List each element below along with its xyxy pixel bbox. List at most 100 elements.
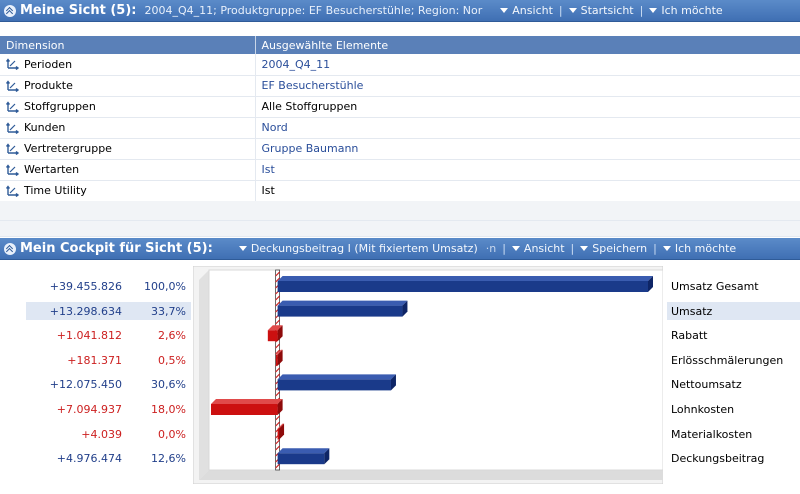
dimension-icon xyxy=(6,58,20,71)
header-selected-elements[interactable]: Ausgewählte Elemente xyxy=(255,36,800,54)
selected-element-cell[interactable]: Nord xyxy=(255,117,800,139)
selected-element-value[interactable]: 2004_Q4_11 xyxy=(261,57,331,71)
menu-ansicht[interactable]: Ansicht xyxy=(508,242,569,255)
bar-1 xyxy=(277,276,653,292)
kpi-absolute-value: +4.039 xyxy=(81,428,122,441)
kpi-percent-value: 0,0% xyxy=(158,428,186,441)
waterfall-bar-chart xyxy=(193,266,663,484)
bar-5 xyxy=(277,374,396,391)
table-row[interactable]: Produkte EF Besucherstühle xyxy=(0,75,800,97)
selected-element-cell[interactable]: EF Besucherstühle xyxy=(255,75,800,97)
dimension-label: Wertarten xyxy=(24,163,80,176)
selected-element-value[interactable]: Nord xyxy=(261,121,288,134)
dimension-icon xyxy=(6,121,20,134)
table-row[interactable]: Wertarten Ist xyxy=(0,159,800,181)
kpi-absolute-value: +7.094.937 xyxy=(56,403,122,416)
bar-8 xyxy=(277,448,330,465)
dimension-label: Stoffgruppen xyxy=(24,100,96,113)
dimension-cell[interactable]: Stoffgruppen xyxy=(0,96,256,118)
bar-4 xyxy=(275,349,283,366)
collapse-icon[interactable] xyxy=(4,242,16,255)
category-label[interactable]: Deckungsbeitrag xyxy=(671,452,765,465)
category-label[interactable]: Lohnkosten xyxy=(671,403,735,416)
table-row[interactable]: Kunden Nord xyxy=(0,117,800,139)
dimension-cell[interactable]: Perioden xyxy=(0,54,256,76)
category-label[interactable]: Umsatz xyxy=(671,305,713,318)
kpi-absolute-value: +13.298.634 xyxy=(49,305,122,318)
dimension-icon xyxy=(6,79,20,92)
cockpit-title: Mein Cockpit für Sicht (5): xyxy=(20,241,213,256)
dropdown-arrow-icon xyxy=(568,8,577,13)
bar-7 xyxy=(277,423,285,440)
dropdown-arrow-icon xyxy=(511,246,520,251)
category-label[interactable]: Nettoumsatz xyxy=(671,378,742,391)
menu-speichern[interactable]: Speichern xyxy=(576,242,651,255)
empty-table-space xyxy=(0,221,800,237)
kpi-percent-value: 18,0% xyxy=(151,403,186,416)
dimension-cell[interactable]: Produkte xyxy=(0,75,256,97)
dropdown-arrow-icon xyxy=(662,246,671,251)
kpi-absolute-value: +39.455.826 xyxy=(49,280,122,293)
kpi-absolute-value: +1.041.812 xyxy=(56,329,122,342)
category-label[interactable]: Rabatt xyxy=(671,329,708,342)
category-label[interactable]: Umsatz Gesamt xyxy=(671,280,759,293)
selected-element-cell[interactable]: Gruppe Baumann xyxy=(255,138,800,160)
dimension-cell[interactable]: Kunden xyxy=(0,117,256,139)
dimension-cell[interactable]: Vertretergruppe xyxy=(0,138,256,160)
header-dimension[interactable]: Dimension xyxy=(0,36,256,54)
selected-element-cell[interactable]: Ist xyxy=(255,159,800,181)
selected-element-value[interactable]: Ist xyxy=(261,163,275,176)
dropdown-arrow-icon xyxy=(649,8,658,13)
category-label[interactable]: Materialkosten xyxy=(671,428,753,441)
dimension-cell[interactable]: Time Utility xyxy=(0,180,256,202)
dimension-label: Time Utility xyxy=(24,184,87,197)
dropdown-arrow-icon xyxy=(238,246,247,251)
collapse-icon[interactable] xyxy=(4,4,16,17)
dimension-icon xyxy=(6,100,20,113)
category-label[interactable]: Erlösschmälerungen xyxy=(671,354,784,367)
bar-2 xyxy=(277,300,408,317)
dimension-label: Vertretergruppe xyxy=(24,142,112,155)
selected-element-value[interactable]: Gruppe Baumann xyxy=(261,142,359,155)
dimension-table: Dimension Ausgewählte Elemente Perioden 2… xyxy=(0,36,800,202)
dimension-cell[interactable]: Wertarten xyxy=(0,159,256,181)
kpi-percent-value: 12,6% xyxy=(151,452,186,465)
sicht-menu: Ansicht | Startsicht | Ich möchte xyxy=(496,4,726,17)
dimension-label: Perioden xyxy=(24,57,73,71)
selected-element-value: Alle Stoffgruppen xyxy=(261,100,358,113)
kpi-percent-value: 0,5% xyxy=(158,354,186,367)
chart-left-wall xyxy=(199,270,209,480)
kpi-absolute-value: +4.976.474 xyxy=(56,452,122,465)
dimension-label: Kunden xyxy=(24,121,66,134)
table-row[interactable]: Time Utility Ist xyxy=(0,180,800,202)
menu-startsicht[interactable]: Startsicht xyxy=(565,4,638,17)
kpi-percent-value: 30,6% xyxy=(151,378,186,391)
cockpit-view-dropdown[interactable]: Deckungsbeitrag I (Mit fixiertem Umsatz) xyxy=(235,242,482,255)
menu-ansicht[interactable]: Ansicht xyxy=(496,4,557,17)
kpi-percent-value: 33,7% xyxy=(151,305,186,318)
selected-element-value: Ist xyxy=(261,184,275,197)
selected-element-value[interactable]: EF Besucherstühle xyxy=(261,79,364,92)
sicht-title: Meine Sicht (5): xyxy=(20,3,137,18)
menu-ich-moechte[interactable]: Ich möchte xyxy=(659,242,740,255)
dropdown-arrow-icon xyxy=(580,246,589,251)
dropdown-arrow-icon xyxy=(500,8,509,13)
cockpit-header-bar: Mein Cockpit für Sicht (5): Deckungsbeit… xyxy=(0,238,800,260)
dimension-label: Produkte xyxy=(24,79,73,92)
dimension-icon xyxy=(6,163,20,176)
selected-row-highlight xyxy=(26,302,191,320)
zero-axis xyxy=(275,269,281,471)
dimension-icon xyxy=(6,184,20,197)
table-row[interactable]: Stoffgruppen Alle Stoffgruppen xyxy=(0,96,800,118)
bar-6 xyxy=(211,399,283,415)
selected-row-highlight xyxy=(667,302,800,320)
dropdown-overflow-text: ·n xyxy=(485,242,497,255)
menu-ich-moechte[interactable]: Ich möchte xyxy=(645,4,726,17)
kpi-percent-value: 2,6% xyxy=(158,329,186,342)
table-row[interactable]: Vertretergruppe Gruppe Baumann xyxy=(0,138,800,160)
sicht-subtitle: 2004_Q4_11; Produktgruppe: EF Besucherst… xyxy=(144,4,483,17)
table-row[interactable]: Perioden 2004_Q4_11 xyxy=(0,54,800,76)
selected-element-cell[interactable]: 2004_Q4_11 xyxy=(255,54,800,76)
selected-element-cell: Alle Stoffgruppen xyxy=(255,96,800,118)
kpi-absolute-value: +12.075.450 xyxy=(49,378,122,391)
